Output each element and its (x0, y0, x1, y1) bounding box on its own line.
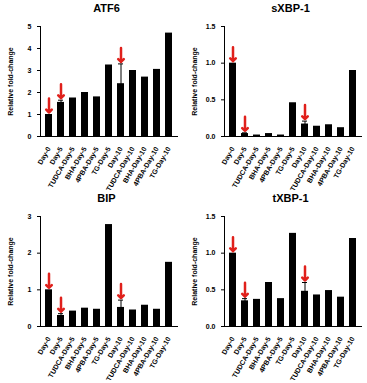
svg-text:TUDCA-Day-5: TUDCA-Day-5 (46, 145, 76, 189)
svg-text:0.0: 0.0 (206, 133, 216, 140)
svg-text:TUDCA-Day-5: TUDCA-Day-5 (230, 335, 260, 379)
svg-text:4PBA-Day-10: 4PBA-Day-10 (131, 145, 160, 188)
svg-text:Day-5: Day-5 (232, 335, 248, 356)
svg-text:2: 2 (28, 249, 32, 256)
svg-text:4PBA-Day-5: 4PBA-Day-5 (257, 145, 284, 184)
svg-text:TUDCA-Day-5: TUDCA-Day-5 (230, 145, 260, 189)
svg-text:4PBA-Day-10: 4PBA-Day-10 (131, 335, 160, 378)
svg-text:TG-Day-5: TG-Day-5 (274, 335, 296, 367)
svg-text:TG-Day-10: TG-Day-10 (148, 336, 172, 370)
svg-text:0.0: 0.0 (206, 323, 216, 330)
svg-text:Day-5: Day-5 (232, 145, 248, 166)
svg-text:Day-10: Day-10 (106, 145, 124, 169)
html-text:ATF6: ATF6 (93, 2, 120, 14)
html-text:BIP: BIP (97, 192, 116, 204)
svg-text:0.5: 0.5 (206, 96, 216, 103)
svg-text:Relative fold-change: Relative fold-change (191, 47, 199, 116)
svg-text:Day-0: Day-0 (36, 145, 52, 166)
svg-text:0.5: 0.5 (206, 286, 216, 293)
svg-text:3: 3 (28, 67, 32, 74)
svg-text:BHA-Day-10: BHA-Day-10 (121, 145, 148, 185)
svg-text:2: 2 (28, 89, 32, 96)
svg-text:TG-Day-10: TG-Day-10 (332, 336, 356, 370)
svg-text:1.5: 1.5 (206, 23, 216, 30)
svg-text:Day-5: Day-5 (48, 335, 64, 356)
svg-text:Relative fold-change: Relative fold-change (7, 237, 15, 306)
svg-text:0: 0 (28, 323, 32, 330)
svg-text:BHA-Day-10: BHA-Day-10 (121, 335, 148, 375)
svg-text:4PBA-Day-10: 4PBA-Day-10 (315, 335, 344, 378)
svg-text:4PBA-Day-5: 4PBA-Day-5 (73, 145, 100, 184)
svg-text:Day-10: Day-10 (290, 335, 308, 359)
svg-text:3: 3 (28, 213, 32, 220)
svg-text:Relative fold-change: Relative fold-change (191, 237, 199, 306)
svg-text:1.0: 1.0 (206, 249, 216, 256)
svg-text:Day-0: Day-0 (220, 335, 236, 356)
svg-text:Relative fold-change: Relative fold-change (7, 47, 15, 116)
svg-text:4PBA-Day-5: 4PBA-Day-5 (257, 335, 284, 374)
svg-text:1: 1 (28, 286, 32, 293)
svg-text:Day-0: Day-0 (36, 335, 52, 356)
svg-text:Day-10: Day-10 (290, 145, 308, 169)
svg-text:BHA-Day-5: BHA-Day-5 (63, 145, 88, 181)
svg-text:BHA-Day-5: BHA-Day-5 (63, 335, 88, 371)
svg-text:4PBA-Day-5: 4PBA-Day-5 (73, 335, 100, 374)
svg-text:1.5: 1.5 (206, 213, 216, 220)
svg-text:TG-Day-5: TG-Day-5 (274, 145, 296, 177)
svg-text:4: 4 (28, 45, 32, 52)
svg-text:BHA-Day-10: BHA-Day-10 (305, 145, 332, 185)
html-text:tXBP-1: tXBP-1 (272, 192, 309, 204)
svg-text:TUDCA-Day-5: TUDCA-Day-5 (46, 335, 76, 379)
svg-text:4PBA-Day-10: 4PBA-Day-10 (315, 145, 344, 188)
svg-text:1.0: 1.0 (206, 59, 216, 66)
svg-text:TG-Day-5: TG-Day-5 (90, 335, 112, 367)
svg-text:BHA-Day-10: BHA-Day-10 (305, 335, 332, 375)
svg-text:BHA-Day-5: BHA-Day-5 (247, 145, 272, 181)
svg-text:TG-Day-5: TG-Day-5 (90, 145, 112, 177)
svg-text:Day-0: Day-0 (220, 145, 236, 166)
svg-text:0: 0 (28, 133, 32, 140)
svg-text:TG-Day-10: TG-Day-10 (148, 146, 172, 180)
svg-text:Day-5: Day-5 (48, 145, 64, 166)
svg-text:TG-Day-10: TG-Day-10 (332, 146, 356, 180)
svg-text:BHA-Day-5: BHA-Day-5 (247, 335, 272, 371)
svg-text:5: 5 (28, 23, 32, 30)
html-text:sXBP-1: sXBP-1 (271, 2, 310, 14)
svg-text:1: 1 (28, 111, 32, 118)
svg-text:Day-10: Day-10 (106, 335, 124, 359)
